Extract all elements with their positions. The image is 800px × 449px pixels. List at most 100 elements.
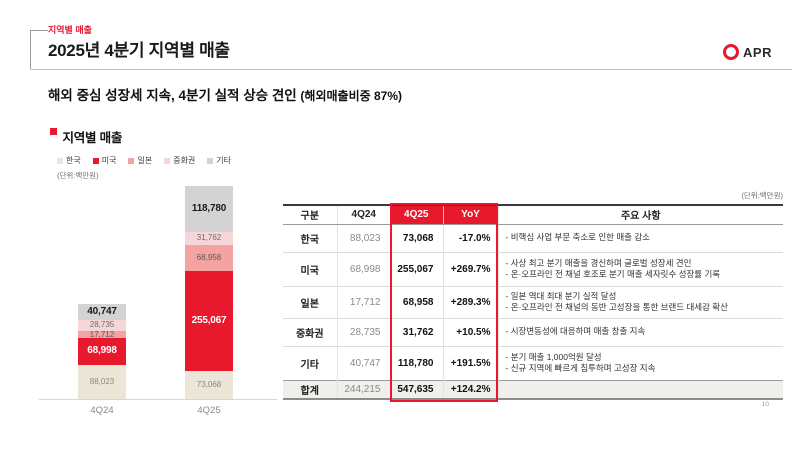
- x-axis-label: 4Q25: [197, 405, 221, 416]
- cell-4q25: 73,068: [389, 224, 443, 252]
- cell-yoy: +10.5%: [442, 317, 498, 346]
- table-unit-label: (단위:백만원): [741, 191, 783, 200]
- table-row-한국: 한국 88,023 73,068 -17.0% - 비핵심 사업 부문 축소로 인한 매…: [283, 224, 783, 252]
- legend-swatch-icon: [164, 157, 171, 164]
- bar-segment-한국: 73,068: [185, 370, 233, 399]
- cell-4q25: 255,067: [389, 251, 443, 286]
- note-line: - 온·오프라인 전 채널의 동반 고성장을 통한 브랜드 대세감 확산: [505, 302, 728, 312]
- chart-title-row: 지역별 매출: [50, 127, 122, 147]
- cell-region: 중화권: [283, 317, 337, 346]
- bar-segment-기타: 118,780: [185, 186, 233, 233]
- legend-item-한국: 한국: [57, 155, 81, 166]
- table-row-일본: 일본 17,712 68,958 +289.3% - 일본 역대 최대 분기 실적 달성…: [283, 285, 783, 318]
- bar-value-label: 40,747: [87, 305, 117, 317]
- legend-label: 기타: [216, 156, 232, 165]
- cell-region: 미국: [283, 251, 337, 286]
- chart-title-bullet-icon: [50, 128, 57, 135]
- bar-segment-미국: 68,998: [78, 337, 126, 365]
- column-header-구분: 구분: [283, 205, 337, 225]
- bar-segment-기타: 40,747: [78, 304, 126, 320]
- bar-segment-중화권: 31,762: [185, 232, 233, 245]
- cell-4q25: 31,762: [389, 317, 443, 346]
- bar-value-label: 31,762: [196, 233, 222, 243]
- legend-swatch-icon: [128, 157, 135, 164]
- legend-item-기타: 기타: [207, 155, 231, 166]
- cell-region: 한국: [300, 234, 319, 246]
- note-line: - 신규 지역에 빠르게 침투하며 고성장 지속: [505, 363, 656, 373]
- legend-label: 한국: [66, 156, 81, 165]
- column-header-주요 사항: 주요 사항: [497, 205, 783, 225]
- chart-unit-label: (단위:백만원): [57, 171, 99, 180]
- legend-label: 일본: [137, 156, 153, 165]
- bar-value-label: 255,067: [191, 314, 227, 326]
- column-header-4Q24: 4Q24: [336, 205, 390, 225]
- cell-4q24: 68,998: [336, 251, 390, 286]
- cell-yoy: +191.5%: [442, 345, 498, 380]
- regional-revenue-table: 구분 4Q24 4Q25 YoY 주요 사항 한국 88,023 73,068 -17.0% - …: [283, 204, 783, 400]
- cell-notes: [497, 379, 783, 399]
- cell-4q24: 28,735: [336, 317, 390, 346]
- cell-notes: - 사상 최고 분기 매출을 경신하며 글로벌 성장세 견인 - 온·오프라인 전…: [497, 251, 783, 286]
- bar-value-label: 28,735: [89, 320, 115, 330]
- cell-yoy: +269.7%: [442, 251, 498, 286]
- legend-swatch-icon: [57, 157, 63, 164]
- legend-item-미국: 미국: [92, 155, 116, 166]
- bar-segment-일본: 68,958: [185, 244, 233, 272]
- bar-value-label: 88,023: [89, 376, 115, 386]
- x-axis-line: [39, 399, 277, 400]
- legend-item-일본: 일본: [128, 155, 152, 166]
- bar-segment-중화권: 28,735: [78, 319, 126, 332]
- note-line: - 사상 최고 분기 매출을 경신하며 글로벌 성장세 견인: [505, 257, 692, 268]
- bar-segment-한국: 88,023: [78, 364, 126, 399]
- column-header-4Q25: 4Q25: [390, 205, 443, 225]
- note-line: - 온·오프라인 전 채널 호조로 분기 매출 세자릿수 성장률 기록: [505, 269, 721, 279]
- cell-4q24: 244,215: [336, 379, 390, 399]
- column-header-YoY: YoY: [442, 205, 498, 225]
- cell-notes: - 일본 역대 최대 분기 실적 달성 - 온·오프라인 전 채널의 동반 고성장…: [497, 285, 783, 318]
- cell-notes: - 비핵심 사업 부문 축소로 인한 매출 감소: [497, 224, 783, 252]
- cell-region: 합계: [283, 379, 337, 399]
- cell-notes: - 분기 매출 1,000억원 달성 - 신규 지역에 빠르게 침투하며 고성장 …: [497, 345, 783, 380]
- legend-item-중화권: 중화권: [164, 155, 195, 166]
- header-divider: [30, 69, 792, 70]
- bar-segment-일본: 17,712: [78, 329, 126, 339]
- chart-legend: 한국 미국 일본 중화권 기타: [57, 155, 231, 166]
- chart-title: 지역별 매출: [62, 131, 123, 145]
- apr-ring-icon: [723, 44, 740, 60]
- cell-yoy: +289.3%: [442, 285, 498, 318]
- page-number: 10: [761, 401, 769, 408]
- note-line: - 비핵심 사업 부문 축소로 인한 매출 감소: [505, 232, 650, 243]
- cell-region: 기타: [283, 345, 337, 380]
- bar-value-label: 17,712: [89, 329, 115, 339]
- table-row-미국: 미국 68,998 255,067 +269.7% - 사상 최고 분기 매출을 경신하…: [283, 251, 783, 286]
- cell-region: 일본: [283, 285, 337, 318]
- cell-4q25: 118,780: [389, 345, 443, 380]
- eyebrow-label: 지역별 매출: [48, 25, 92, 35]
- cell-4q24: 40,747: [336, 345, 390, 380]
- apr-logo-text: APR: [743, 44, 772, 60]
- apr-logo: APR: [723, 44, 772, 60]
- table-total-row: 합계 244,215 547,635 +124.2%: [283, 379, 783, 399]
- cell-4q25: 68,958: [389, 285, 443, 318]
- cell-notes: - 시장변동성에 대응하며 매출 창출 지속: [497, 317, 783, 346]
- x-axis-label: 4Q24: [90, 405, 114, 416]
- chart-plot-area: 88,023 68,998 17,712 28,735 40,747 4Q24 73,068…: [39, 186, 277, 416]
- bar-value-label: 118,780: [191, 203, 227, 215]
- table-row-중화권: 중화권 28,735 31,762 +10.5% - 시장변동성에 대응하며 매출 창출…: [283, 317, 783, 346]
- table-header-row: 구분 4Q24 4Q25 YoY 주요 사항: [283, 205, 783, 225]
- note-line: - 시장변동성에 대응하며 매출 창출 지속: [505, 326, 646, 337]
- bar-value-label: 73,068: [196, 379, 222, 389]
- cell-4q24: 88,023: [336, 224, 390, 252]
- legend-swatch-icon: [207, 157, 214, 164]
- subtitle: 해외 중심 성장세 지속, 4분기 실적 상승 견인 (해외매출비중 87%): [48, 84, 402, 104]
- cell-yoy: -17.0%: [442, 224, 498, 252]
- cell-4q25: 547,635: [389, 379, 443, 399]
- title-bracket: [30, 30, 48, 70]
- bar-value-label: 68,998: [87, 345, 117, 357]
- table-row-기타: 기타 40,747 118,780 +191.5% - 분기 매출 1,000억원 달성…: [283, 345, 783, 380]
- note-line: - 일본 역대 최대 분기 실적 달성: [505, 290, 617, 301]
- bar-segment-미국: 255,067: [185, 271, 233, 371]
- cell-yoy: +124.2%: [442, 379, 498, 399]
- subtitle-main: 해외 중심 성장세 지속, 4분기 실적 상승 견인: [48, 88, 301, 103]
